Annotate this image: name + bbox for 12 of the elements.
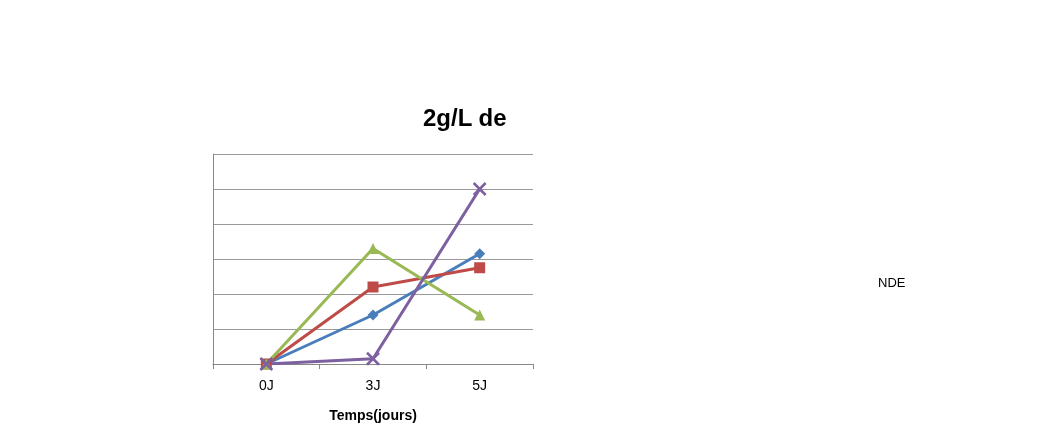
point	[365, 351, 381, 366]
point	[474, 262, 486, 274]
point	[472, 181, 487, 197]
x-axis-title: Temps(jours)	[329, 407, 417, 423]
point	[367, 309, 379, 321]
point	[474, 248, 486, 260]
chart-title: 2g/L de	[423, 103, 507, 131]
x-tick-label: 0J	[258, 377, 274, 393]
x-tick-label: 5J	[472, 377, 488, 393]
point	[367, 281, 379, 293]
x-tick-label: 3J	[365, 377, 381, 393]
text: NDE	[878, 275, 906, 290]
